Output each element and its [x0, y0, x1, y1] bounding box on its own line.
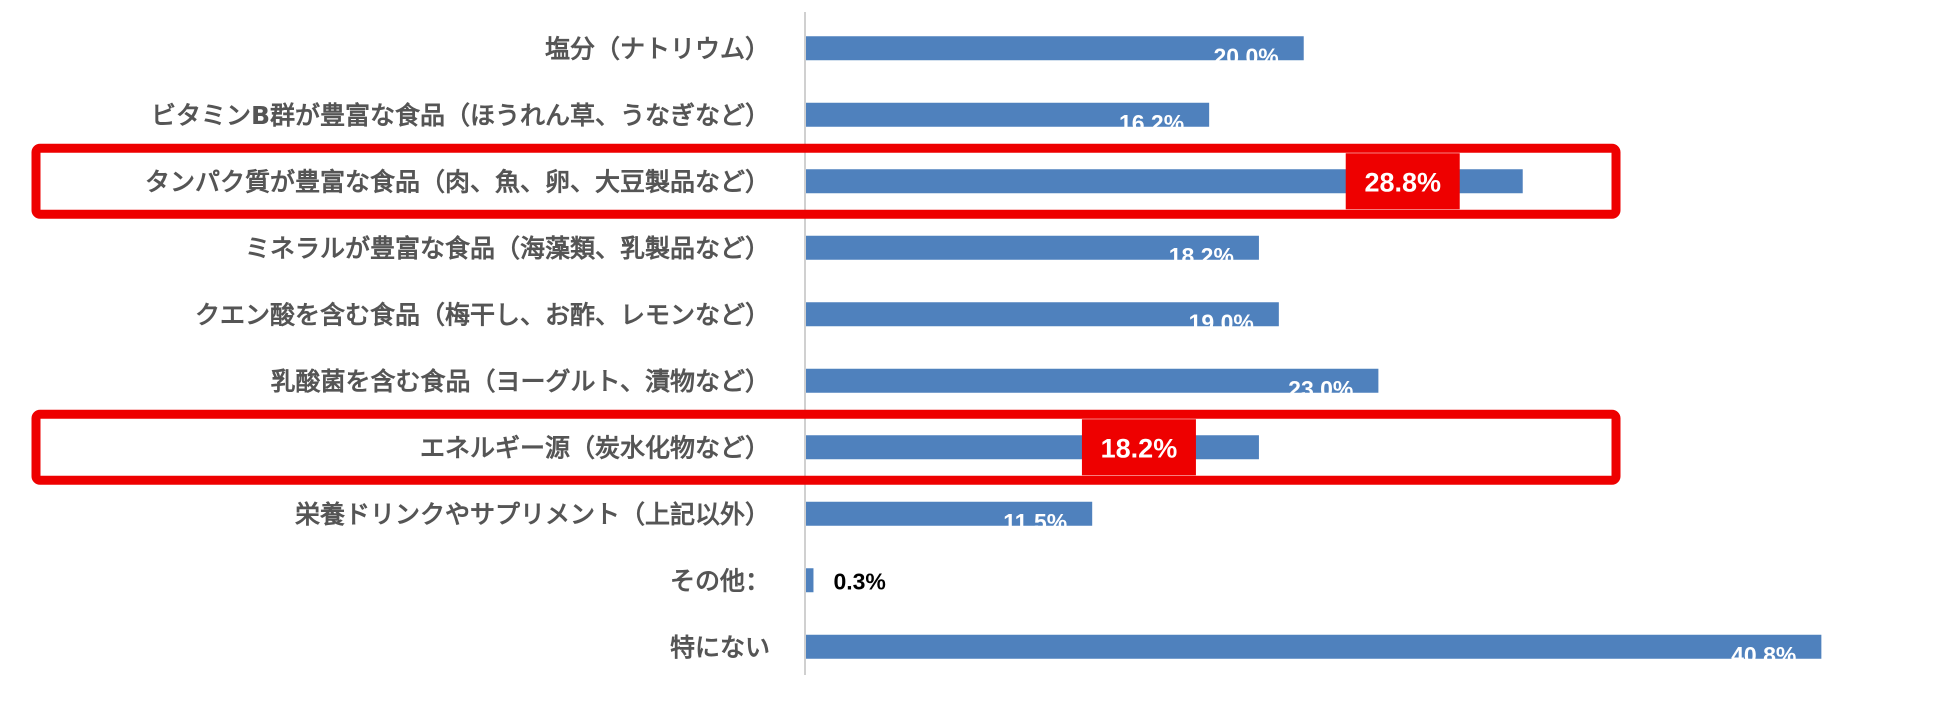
category-label: 乳酸菌を含む食品（ヨーグルト、漬物など）	[270, 367, 770, 396]
bar	[806, 634, 1822, 659]
bar	[806, 235, 1259, 260]
category-label: クエン酸を含む食品（梅干し、お酢、レモンなど）	[195, 300, 770, 329]
category-label: ミネラルが豊富な食品（海藻類、乳製品など）	[245, 234, 770, 263]
category-label: 塩分（ナトリウム）	[545, 34, 770, 63]
value-label: 28.8%	[1364, 167, 1441, 197]
highlight-box	[31, 409, 1621, 485]
category-label: その他：	[670, 566, 770, 595]
value-label: 0.3%	[833, 568, 885, 594]
value-labels-group: 20.0% 16.2% 28.8% 18.2% 19.0% 23.0% 18.2% 11.5%…	[833, 43, 1796, 668]
value-label: 11.5%	[1003, 509, 1067, 535]
bar	[806, 568, 814, 593]
value-label: 20.0%	[1214, 43, 1279, 69]
category-label: エネルギー源（炭水化物など）	[420, 433, 770, 462]
bar	[806, 302, 1279, 327]
bar	[806, 368, 1379, 393]
value-label: 40.8%	[1731, 642, 1796, 668]
value-label: 16.2%	[1119, 110, 1184, 136]
highlight-value-box	[1081, 419, 1196, 476]
bars-group	[806, 36, 1822, 659]
category-label: タンパク質が豊富な食品（肉、魚、卵、大豆製品など）	[145, 167, 770, 196]
highlight-group	[31, 143, 1621, 485]
bar	[806, 501, 1093, 526]
category-label: 栄養ドリンクやサプリメント（上記以外）	[294, 500, 770, 529]
category-label: 特にない	[670, 633, 770, 662]
highlight-box	[31, 143, 1621, 219]
bar	[806, 102, 1210, 127]
category-label: ビタミンB群が豊富な食品（ほうれん草、うなぎなど）	[151, 101, 770, 130]
highlight-value-box	[1345, 153, 1460, 210]
category-labels-group: 塩分（ナトリウム） ビタミンB群が豊富な食品（ほうれん草、うなぎなど） タンパク質が…	[145, 34, 770, 662]
value-label: 19.0%	[1189, 309, 1254, 335]
value-label: 23.0%	[1288, 376, 1353, 402]
value-label: 18.2%	[1169, 243, 1234, 269]
bar	[806, 36, 1304, 61]
value-label: 18.2%	[1101, 433, 1178, 463]
